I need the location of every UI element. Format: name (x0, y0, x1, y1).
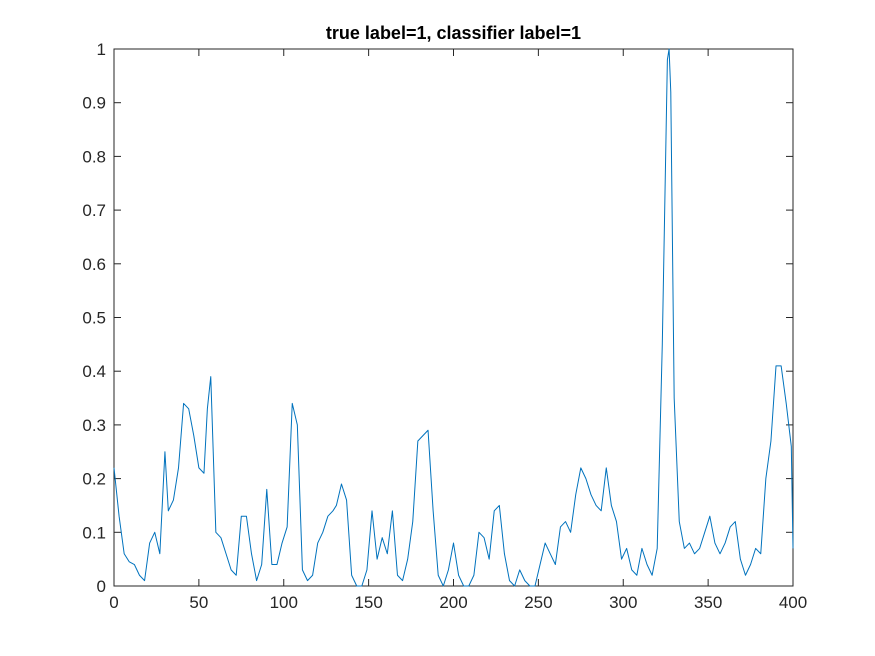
x-tick-label: 50 (189, 593, 208, 612)
y-tick-label: 0.5 (82, 309, 106, 328)
y-axis-tick-labels: 0 0.1 0.2 0.3 0.4 0.5 0.6 0.7 0.8 0.9 1 (82, 40, 106, 596)
chart-title: true label=1, classifier label=1 (326, 23, 581, 43)
x-tick-label: 350 (694, 593, 722, 612)
x-axis-tick-labels: 0 50 100 150 200 250 300 350 400 (109, 593, 807, 612)
plot-area (113, 48, 794, 587)
y-tick-label: 0.8 (82, 147, 106, 166)
x-tick-label: 100 (270, 593, 298, 612)
axis-ticks (113, 48, 794, 587)
y-tick-label: 0.9 (82, 94, 106, 113)
x-tick-label: 200 (439, 593, 467, 612)
series-line (113, 48, 794, 587)
x-tick-label: 250 (524, 593, 552, 612)
y-tick-label: 0.4 (82, 362, 106, 381)
y-tick-label: 0.7 (82, 201, 106, 220)
x-tick-label: 150 (354, 593, 382, 612)
series-group (113, 48, 794, 587)
y-tick-label: 0.3 (82, 416, 106, 435)
x-tick-label: 300 (609, 593, 637, 612)
x-tick-label: 400 (779, 593, 807, 612)
y-tick-label: 0.2 (82, 470, 106, 489)
x-tick-label: 0 (109, 593, 118, 612)
y-tick-label: 1 (97, 40, 106, 59)
y-tick-label: 0.1 (82, 523, 106, 542)
y-tick-label: 0 (97, 577, 106, 596)
y-tick-label: 0.6 (82, 255, 106, 274)
